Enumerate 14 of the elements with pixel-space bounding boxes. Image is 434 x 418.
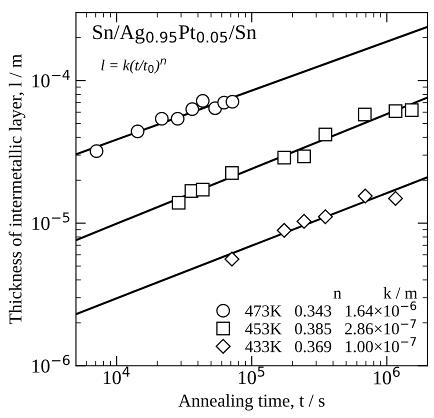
- x-tick-label: 10$^{6}$: [374, 366, 400, 384]
- y-tick-label: 10$^{−5}$: [32, 212, 70, 230]
- legend-label: 453K 0.385 2.86×10$^{−7}$: [245, 319, 416, 334]
- y-tick-label: 10$^{−6}$: [32, 354, 70, 373]
- legend-label: 473K 0.343 1.64×10$^{−6}$: [245, 301, 416, 317]
- x-tick-label: 10$^{4}$: [104, 366, 130, 384]
- annotation: l = k(t/t$_{0}$)$^{n}$: [101, 58, 166, 74]
- x-axis-title: Annealing time, t / s: [178, 394, 325, 410]
- legend-label: 433K 0.369 1.00×10$^{−7}$: [245, 337, 416, 352]
- legend-title: n k / m: [334, 286, 418, 299]
- y-tick-label: 10$^{−4}$: [32, 70, 70, 88]
- x-tick-label: 10$^{5}$: [238, 366, 264, 384]
- text: Sn/Ag$_{0.95}$Pt$_{0.05}$/Sn: [93, 25, 256, 44]
- y-axis-title: Thickness of intermetallic layer, l / m: [8, 54, 26, 324]
